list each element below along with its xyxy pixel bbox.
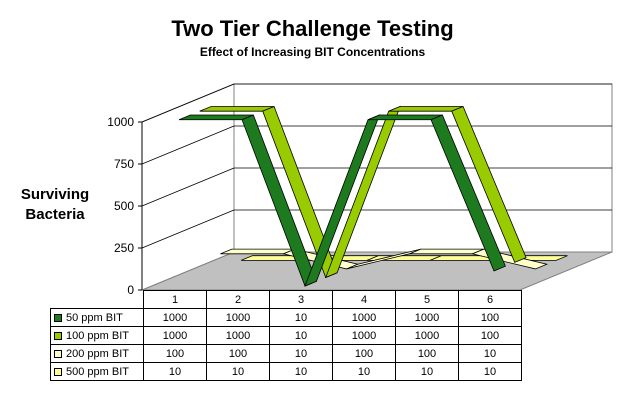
data-label: 1000 — [332, 326, 396, 345]
data-label: 10 — [458, 362, 522, 381]
data-point-segment — [220, 248, 295, 255]
data-label: 100 — [206, 344, 270, 363]
y-tick-label: 750 — [114, 157, 134, 171]
x-tick-label: 1 — [143, 290, 207, 309]
data-point-segment — [388, 106, 464, 112]
data-label: 1000 — [206, 326, 270, 345]
table-row: 100 ppm BIT 1000 1000 10 1000 1000 100 — [50, 326, 522, 345]
data-table: 1 2 3 4 5 6 50 ppm BIT 1000 1000 10 1000 1000 100 100… — [50, 290, 522, 381]
x-tick-label: 6 — [458, 290, 522, 309]
series-1-ribbon — [178, 114, 506, 287]
x-tick-label: 4 — [332, 290, 396, 309]
legend-entry: 100 ppm BIT — [50, 326, 144, 345]
legend-entry: 200 ppm BIT — [50, 344, 144, 363]
legend-swatch — [54, 367, 62, 376]
legend-entry: 50 ppm BIT — [50, 308, 144, 327]
legend-label: 500 ppm BIT — [66, 365, 129, 378]
table-row: 50 ppm BIT 1000 1000 10 1000 1000 100 — [50, 308, 522, 327]
y-tick-label: 1000 — [107, 115, 134, 129]
data-label: 10 — [269, 362, 333, 381]
data-label: 10 — [332, 362, 396, 381]
legend-swatch — [54, 331, 62, 340]
x-tick-label: 5 — [395, 290, 459, 309]
legend-swatch — [54, 313, 62, 322]
data-label: 1000 — [143, 326, 207, 345]
y-axis-label: Surviving Bacteria — [20, 186, 90, 223]
data-point-segment — [451, 105, 527, 263]
legend-entry: 500 ppm BIT — [50, 362, 144, 381]
x-tick-label: 2 — [206, 290, 270, 309]
y-tick-label: 0 — [127, 283, 134, 297]
legend-label: 100 ppm BIT — [66, 329, 129, 342]
y-tick-label: 500 — [114, 199, 134, 213]
legend-swatch — [54, 349, 62, 358]
y-tick-label: 250 — [114, 241, 134, 255]
data-label: 10 — [269, 344, 333, 363]
data-label: 10 — [143, 362, 207, 381]
data-label: 10 — [395, 362, 459, 381]
data-label: 10 — [269, 326, 333, 345]
data-label: 1000 — [206, 308, 270, 327]
data-label: 10 — [458, 344, 522, 363]
gridline — [141, 125, 235, 165]
data-label: 100 — [332, 344, 396, 363]
data-label: 100 — [395, 344, 459, 363]
chart-title: Two Tier Challenge Testing — [171, 16, 454, 41]
data-point-segment — [178, 114, 254, 121]
data-label: 1000 — [143, 308, 207, 327]
table-corner — [51, 291, 144, 309]
data-label: 1000 — [332, 308, 396, 327]
data-point-segment — [199, 106, 275, 112]
table-row: 200 ppm BIT 100 100 10 100 100 10 — [50, 344, 522, 363]
data-label: 100 — [458, 326, 522, 345]
data-point-segment — [367, 114, 443, 121]
data-label: 10 — [269, 308, 333, 327]
gridline — [141, 83, 235, 123]
data-label: 1000 — [395, 326, 459, 345]
data-label: 1000 — [395, 308, 459, 327]
legend-label: 200 ppm BIT — [66, 347, 129, 360]
chart-subtitle: Effect of Increasing BIT Concentrations — [199, 45, 426, 59]
legend-label: 50 ppm BIT — [66, 311, 123, 324]
data-point-segment — [409, 248, 484, 255]
data-point-segment — [430, 114, 506, 272]
data-label: 100 — [143, 344, 207, 363]
x-tick-label: 3 — [269, 290, 333, 309]
gridline — [141, 209, 235, 249]
table-row: 500 ppm BIT 10 10 10 10 10 10 — [50, 362, 522, 381]
data-label: 100 — [458, 308, 522, 327]
gridline — [141, 167, 235, 207]
series-2-ribbon — [199, 105, 527, 279]
data-label: 10 — [206, 362, 270, 381]
